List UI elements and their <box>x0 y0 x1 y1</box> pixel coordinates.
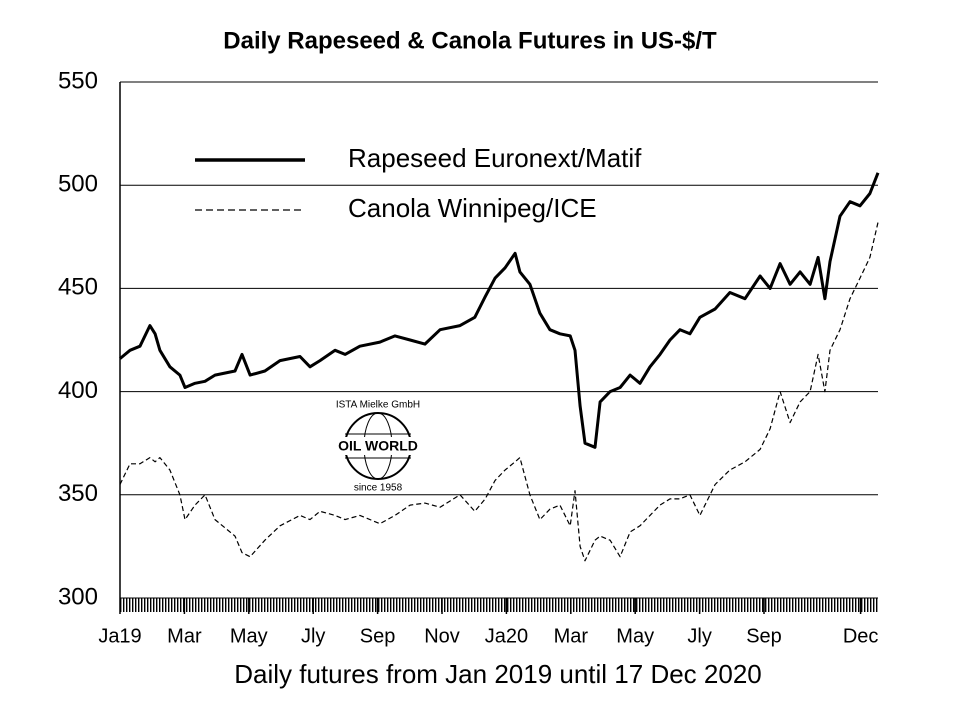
x-tick-label: Ja20 <box>485 625 528 647</box>
logo-band <box>340 437 416 455</box>
x-tick-label: Nov <box>424 625 460 647</box>
legend-label: Canola Winnipeg/ICE <box>348 193 597 223</box>
x-tick-label: Sep <box>360 625 396 647</box>
watermark-text: OIL WORLD <box>338 438 418 454</box>
series-line <box>119 172 880 449</box>
x-axis-label: Daily futures from Jan 2019 until 17 Dec… <box>234 659 762 689</box>
x-tick-label: Jly <box>687 625 711 647</box>
y-tick-label: 400 <box>58 377 98 404</box>
y-tick-label: 550 <box>58 67 98 94</box>
watermark-text: ISTA Mielke GmbH <box>336 400 420 411</box>
x-tick-label: May <box>616 625 654 647</box>
day-ticks <box>120 598 878 612</box>
x-tick-label: May <box>230 625 268 647</box>
chart-title: Daily Rapeseed & Canola Futures in US-$/… <box>223 27 717 54</box>
x-tick-label: Mar <box>554 625 589 647</box>
y-tick-label: 350 <box>58 480 98 507</box>
y-tick-label: 500 <box>58 171 98 198</box>
x-tick-label: Mar <box>167 625 202 647</box>
x-tick-label: Ja19 <box>98 625 141 647</box>
watermark-text: since 1958 <box>354 483 403 494</box>
y-tick-label: 300 <box>58 583 98 610</box>
legend-label: Rapeseed Euronext/Matif <box>348 143 642 173</box>
series-line <box>119 222 879 562</box>
watermark: OIL WORLD ISTA Mielke GmbH since 1958 <box>336 400 420 494</box>
x-tick-label: Sep <box>746 625 782 647</box>
x-tick-label: Jly <box>301 625 325 647</box>
y-tick-label: 450 <box>58 274 98 301</box>
x-tick-label: Dec <box>843 625 879 647</box>
